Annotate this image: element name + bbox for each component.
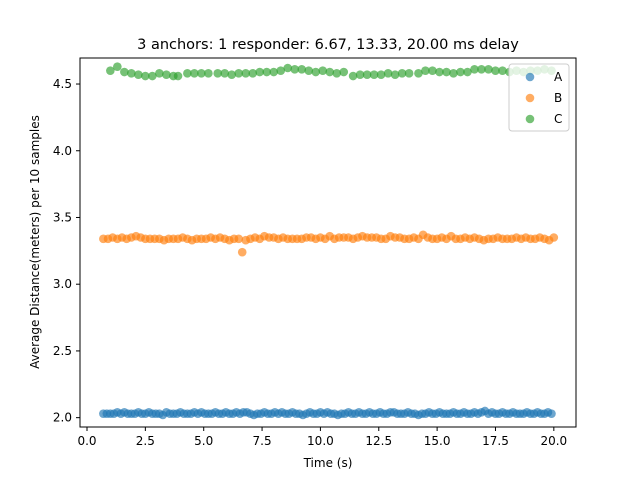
data-point (463, 67, 472, 77)
data-point (362, 70, 372, 79)
x-tick-label: 0.0 (77, 434, 96, 448)
data-point (498, 66, 507, 75)
x-axis-label: Time (s) (303, 456, 353, 470)
data-point (237, 247, 247, 257)
data-point (155, 69, 164, 78)
data-points (99, 62, 559, 420)
legend-marker (525, 114, 535, 124)
data-point (204, 69, 213, 78)
series-a (99, 406, 556, 420)
legend-label: B (554, 91, 562, 105)
data-point (449, 69, 458, 78)
legend-box (508, 63, 570, 132)
y-axis-label: Average Distance(meters) per 10 samples (28, 115, 42, 369)
data-point (262, 67, 272, 77)
data-point (276, 66, 286, 75)
chart-title: 3 anchors: 1 responder: 6.67, 13.33, 20.… (137, 37, 519, 53)
data-point (477, 65, 486, 74)
x-tick-label: 20.0 (540, 434, 567, 448)
series-b (99, 230, 559, 257)
data-point (376, 70, 386, 79)
legend: ABC (508, 63, 570, 132)
data-point (290, 65, 300, 74)
y-tick-label: 3.5 (53, 210, 72, 224)
x-tick-label: 17.5 (482, 434, 509, 448)
data-point (173, 71, 183, 81)
data-point (311, 67, 321, 77)
y-axis: 2.0 2.5 3.0 3.5 4.0 4.5 (53, 77, 80, 425)
data-point (339, 67, 349, 77)
data-point (234, 234, 244, 244)
legend-label: C (554, 112, 562, 126)
data-point (297, 65, 307, 74)
data-point (470, 65, 479, 74)
data-point (390, 70, 400, 79)
data-point (435, 67, 444, 77)
data-point (148, 71, 157, 81)
data-point (397, 69, 407, 78)
data-point (421, 66, 430, 75)
data-point (428, 66, 437, 75)
data-point (162, 70, 171, 79)
series-c (106, 62, 556, 81)
x-tick-label: 12.5 (365, 434, 392, 448)
data-point (234, 69, 244, 78)
data-point (442, 67, 451, 77)
x-tick-label: 15.0 (424, 434, 451, 448)
y-tick-label: 4.5 (53, 77, 72, 91)
data-point (491, 66, 500, 75)
data-point (183, 69, 192, 78)
y-tick-label: 2.5 (53, 344, 72, 358)
data-point (120, 67, 129, 77)
data-point (414, 69, 423, 78)
data-point (190, 69, 199, 78)
x-tick-label: 7.5 (253, 434, 272, 448)
data-point (255, 67, 265, 77)
data-point (106, 66, 115, 75)
data-point (197, 69, 206, 78)
data-point (547, 409, 556, 418)
data-point (241, 69, 251, 78)
x-tick-label: 5.0 (194, 434, 213, 448)
data-point (141, 71, 150, 81)
data-point (227, 70, 237, 79)
y-tick-label: 3.0 (53, 277, 72, 291)
legend-marker (525, 72, 535, 82)
data-point (332, 69, 342, 78)
data-point (318, 66, 328, 75)
data-point (213, 69, 223, 78)
y-tick-label: 4.0 (53, 144, 72, 158)
data-point (283, 63, 293, 73)
x-tick-label: 10.0 (307, 434, 334, 448)
data-point (404, 69, 414, 78)
legend-label: A (554, 70, 563, 84)
data-point (383, 69, 393, 78)
data-point (127, 69, 136, 78)
data-point (369, 70, 379, 79)
x-axis: 0.0 2.5 5.0 7.5 10.0 12.5 15.0 17.5 20.0 (77, 427, 567, 448)
data-point (248, 69, 258, 78)
data-point (549, 233, 559, 242)
data-point (269, 67, 279, 77)
data-point (325, 67, 335, 77)
plot-area-frame (79, 57, 577, 428)
data-point (304, 66, 314, 75)
data-point (113, 62, 122, 71)
x-tick-label: 2.5 (136, 434, 155, 448)
data-point (484, 65, 493, 74)
data-point (134, 70, 143, 79)
data-point (348, 71, 358, 81)
data-point (355, 70, 365, 79)
y-tick-label: 2.0 (53, 411, 72, 425)
legend-marker (525, 93, 535, 103)
data-point (220, 69, 230, 78)
data-point (456, 67, 465, 77)
